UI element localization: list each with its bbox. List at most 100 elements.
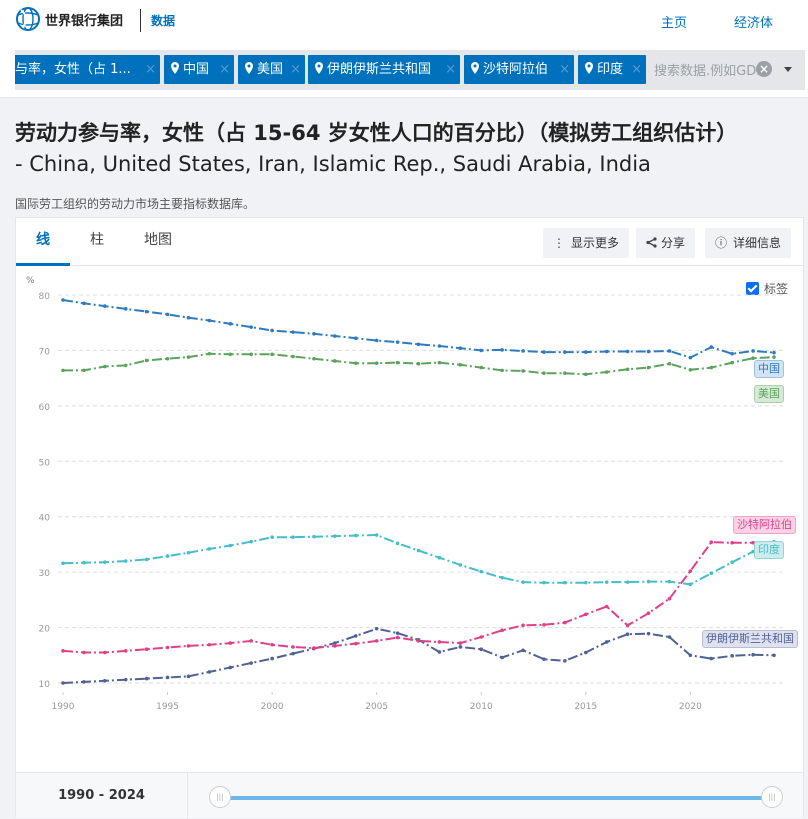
data-point[interactable] — [688, 355, 693, 360]
world-bank-logo[interactable]: 世界银行集团 — [15, 6, 123, 32]
chip-remove-icon[interactable]: × — [559, 62, 570, 77]
data-point[interactable] — [312, 356, 316, 361]
chip-india[interactable]: 印度 × — [578, 55, 646, 84]
data-point[interactable] — [521, 349, 525, 353]
series-line[interactable] — [62, 533, 775, 586]
data-point[interactable] — [604, 640, 609, 644]
data-point[interactable] — [333, 644, 337, 648]
data-point[interactable] — [625, 580, 630, 584]
data-point[interactable] — [291, 645, 295, 649]
data-point[interactable] — [500, 348, 504, 352]
slider-handle-end[interactable]: ||| — [761, 786, 783, 808]
data-point[interactable] — [395, 541, 400, 546]
data-point[interactable] — [333, 641, 337, 645]
chip-china[interactable]: 中国 × — [164, 55, 234, 84]
chip-remove-icon[interactable]: × — [219, 62, 230, 77]
data-point[interactable] — [709, 656, 714, 661]
data-point[interactable] — [82, 680, 86, 684]
data-point[interactable] — [772, 653, 776, 658]
data-point[interactable] — [583, 350, 588, 354]
data-point[interactable] — [207, 547, 212, 551]
data-point[interactable] — [228, 641, 233, 645]
data-point[interactable] — [374, 338, 379, 343]
data-point[interactable] — [270, 328, 274, 333]
data-point[interactable] — [646, 365, 651, 370]
data-point[interactable] — [709, 345, 714, 349]
show-more-button[interactable]: ⋮ 显示更多 — [543, 228, 630, 258]
clear-search-icon[interactable]: × — [756, 61, 772, 77]
data-point[interactable] — [542, 657, 546, 661]
data-point[interactable] — [730, 540, 734, 545]
data-point[interactable] — [291, 535, 295, 540]
data-point[interactable] — [521, 623, 525, 628]
data-point[interactable] — [165, 645, 170, 650]
data-point[interactable] — [479, 348, 484, 353]
data-point[interactable] — [186, 674, 191, 679]
data-point[interactable] — [207, 642, 212, 647]
data-point[interactable] — [165, 312, 170, 317]
data-point[interactable] — [667, 361, 672, 366]
data-point[interactable] — [563, 350, 567, 354]
data-point[interactable] — [542, 623, 546, 627]
data-point[interactable] — [207, 670, 212, 674]
data-point[interactable] — [583, 580, 588, 585]
data-point[interactable] — [625, 367, 630, 372]
share-button[interactable]: 分享 — [636, 228, 696, 258]
chip-iran[interactable]: 伊朗伊斯兰共和国 × — [308, 55, 460, 84]
data-point[interactable] — [709, 571, 714, 576]
data-point[interactable] — [625, 623, 630, 628]
chip-remove-icon[interactable]: × — [290, 62, 301, 77]
search-input[interactable]: 搜索数据.例如GDP — [654, 64, 762, 79]
data-point[interactable] — [395, 635, 400, 640]
data-point[interactable] — [563, 580, 567, 585]
data-point[interactable] — [667, 635, 672, 639]
data-point[interactable] — [395, 631, 400, 635]
data-point[interactable] — [103, 364, 107, 369]
data-point[interactable] — [249, 661, 254, 665]
data-point[interactable] — [583, 612, 588, 617]
data-point[interactable] — [374, 361, 379, 365]
data-point[interactable] — [291, 354, 295, 359]
series-line[interactable] — [62, 541, 775, 654]
data-point[interactable] — [751, 356, 755, 360]
data-point[interactable] — [437, 344, 442, 348]
data-point[interactable] — [82, 650, 86, 655]
data-point[interactable] — [416, 342, 421, 347]
data-point[interactable] — [61, 681, 65, 685]
data-point[interactable] — [500, 368, 504, 373]
data-point[interactable] — [165, 356, 170, 361]
data-point[interactable] — [542, 580, 546, 585]
data-point[interactable] — [249, 352, 254, 357]
chip-indicator[interactable]: 与率，女性（占 1... × — [15, 55, 160, 84]
data-point[interactable] — [144, 676, 149, 681]
data-point[interactable] — [374, 639, 379, 643]
data-point[interactable] — [123, 307, 128, 311]
data-point[interactable] — [207, 351, 212, 356]
data-point[interactable] — [479, 365, 484, 370]
series-line[interactable] — [63, 352, 775, 376]
data-point[interactable] — [333, 534, 337, 538]
data-point[interactable] — [144, 647, 149, 651]
data-point[interactable] — [144, 309, 149, 314]
year-range-slider[interactable] — [222, 796, 774, 800]
data-point[interactable] — [416, 548, 421, 553]
data-point[interactable] — [61, 298, 65, 302]
data-point[interactable] — [249, 539, 254, 544]
data-point[interactable] — [646, 579, 651, 584]
data-point[interactable] — [312, 646, 316, 650]
data-point[interactable] — [563, 371, 567, 375]
data-point[interactable] — [479, 647, 484, 651]
data-point[interactable] — [583, 372, 588, 377]
data-point[interactable] — [82, 560, 86, 565]
data-point[interactable] — [772, 350, 776, 355]
data-point[interactable] — [458, 363, 463, 367]
data-point[interactable] — [103, 678, 107, 683]
data-point[interactable] — [333, 334, 337, 338]
data-point[interactable] — [646, 611, 651, 615]
data-point[interactable] — [123, 363, 128, 368]
data-point[interactable] — [604, 370, 609, 374]
data-point[interactable] — [458, 641, 463, 645]
data-point[interactable] — [458, 346, 463, 351]
tab-line[interactable]: 线 — [16, 218, 70, 266]
data-point[interactable] — [667, 579, 672, 584]
